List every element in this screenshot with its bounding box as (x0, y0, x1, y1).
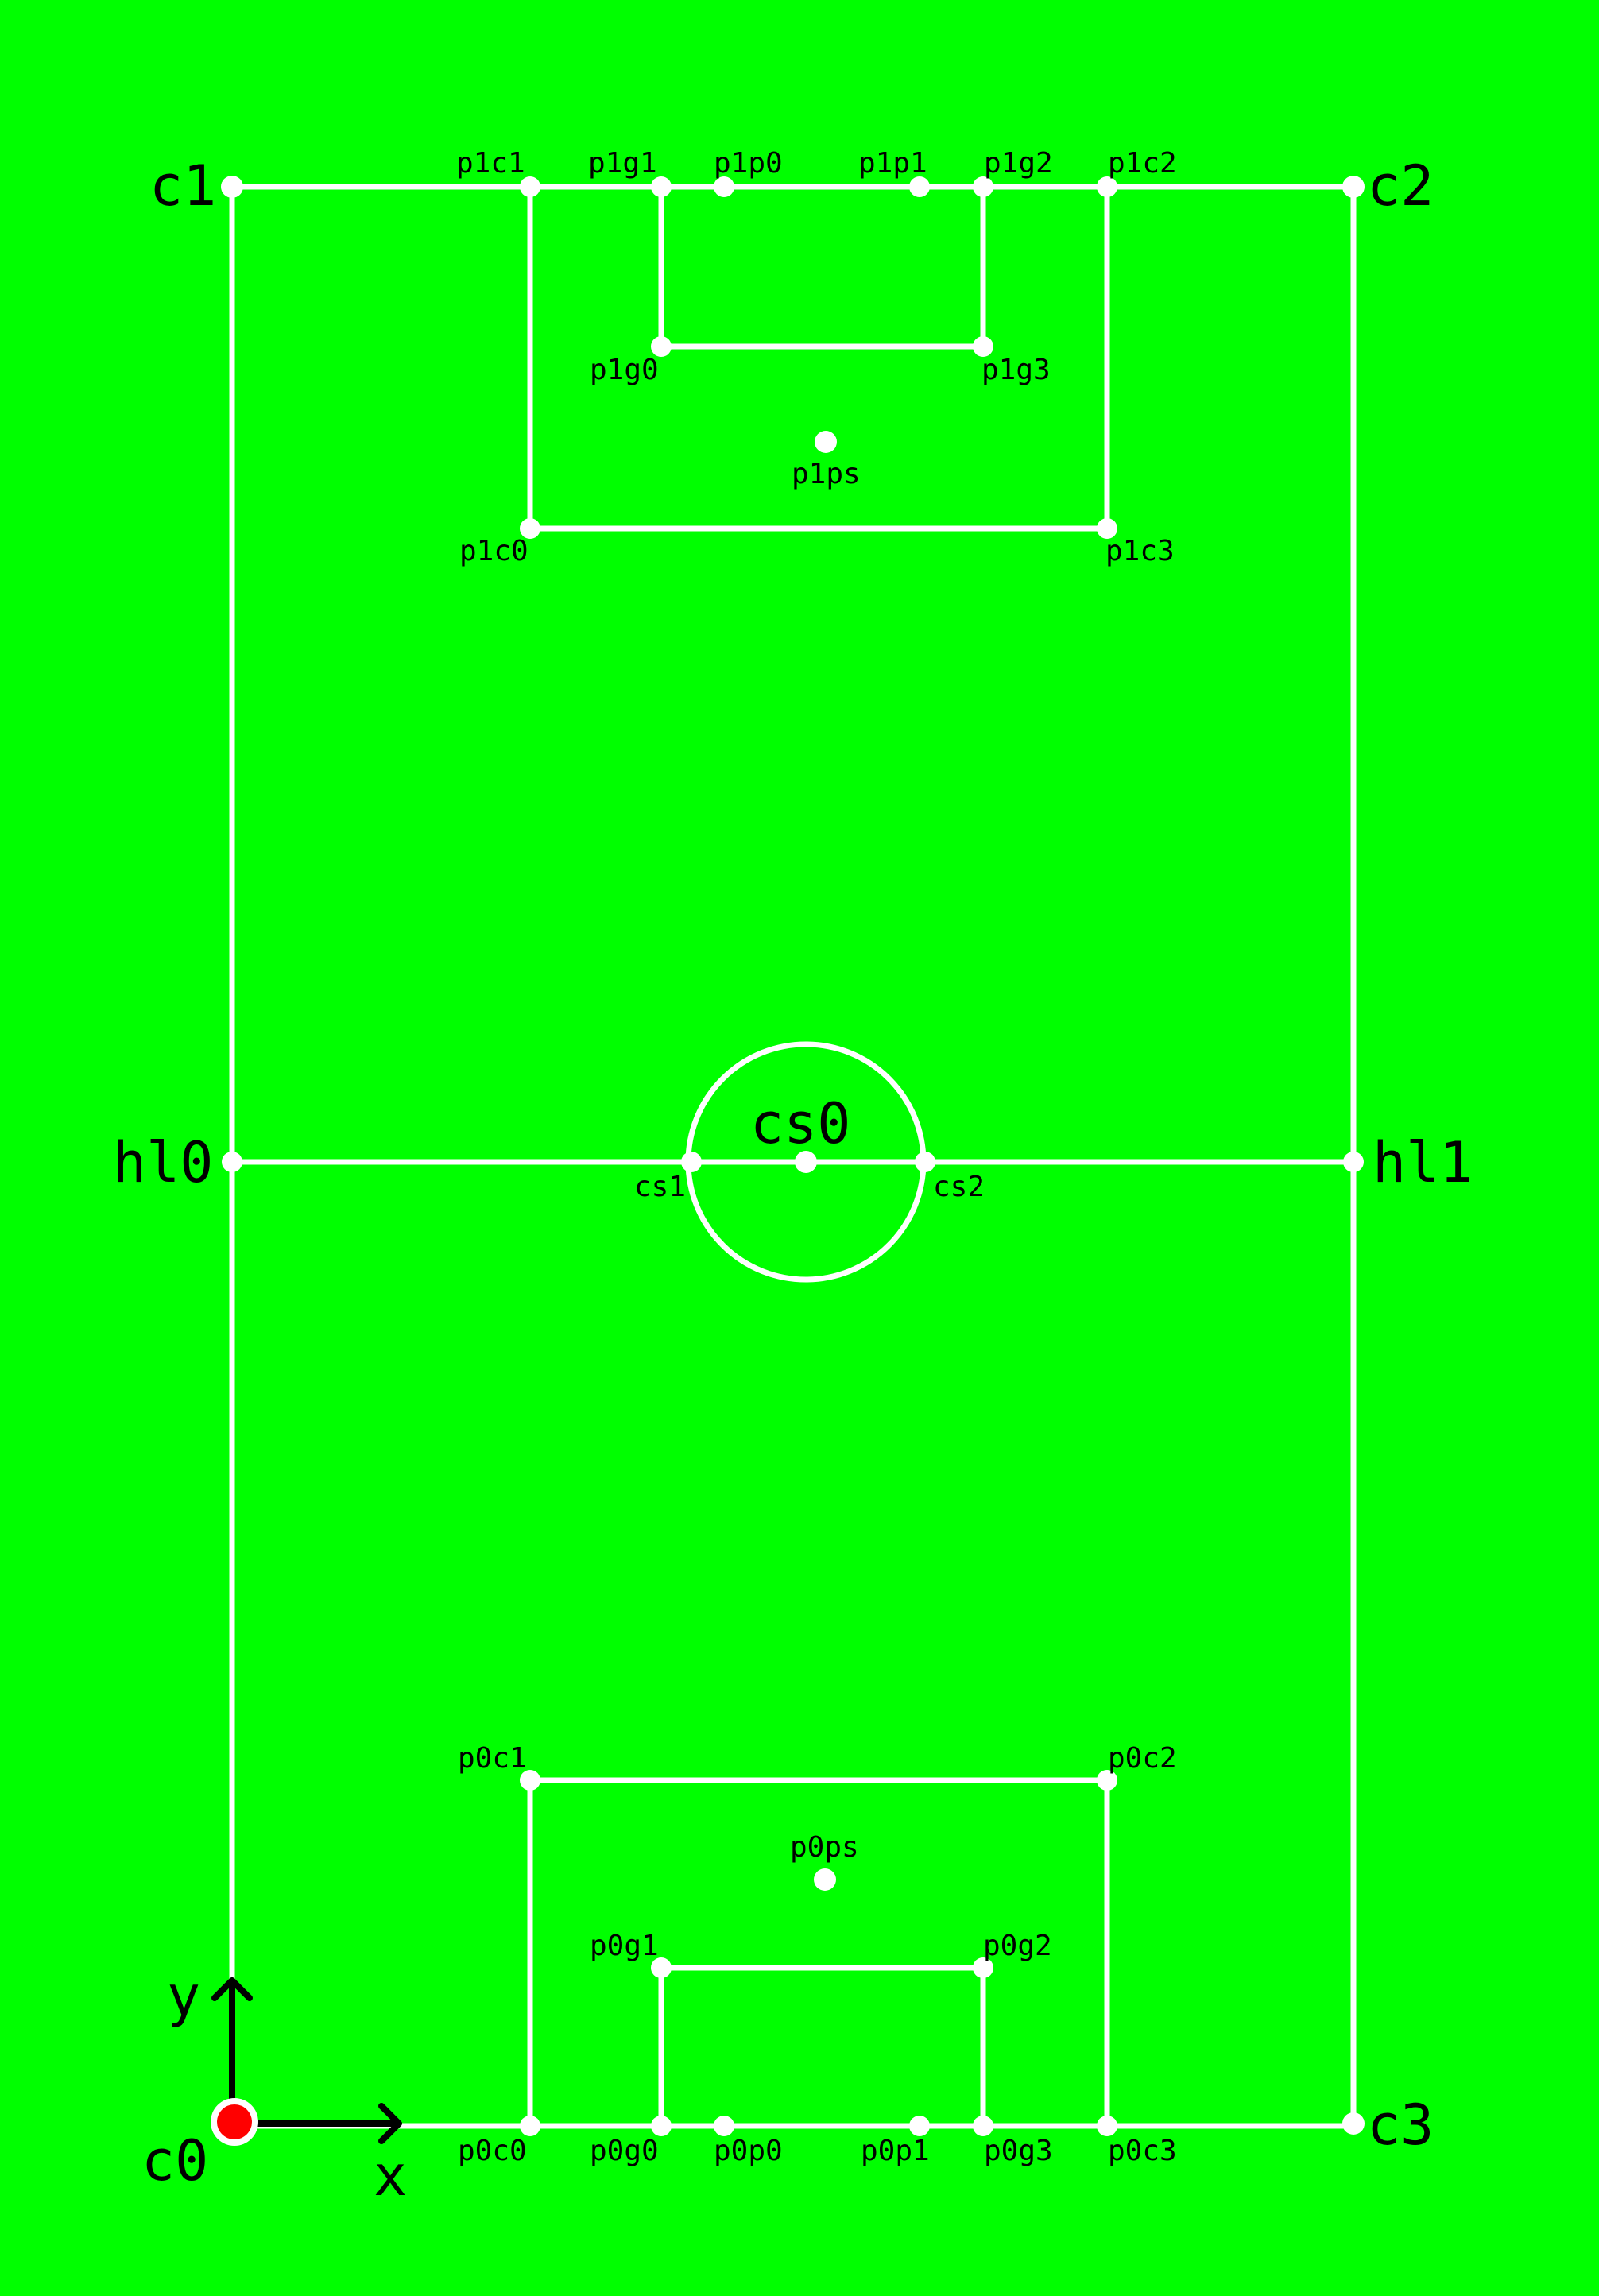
label-c3: c3 (1367, 2093, 1434, 2158)
label-p1g2: p1g2 (984, 147, 1053, 180)
point-p0g1 (651, 1957, 672, 1978)
label-c0: c0 (141, 2128, 208, 2193)
label-p0c1: p0c1 (458, 1742, 527, 1775)
label-p0g2: p0g2 (983, 1930, 1052, 1962)
label-p0c0: p0c0 (458, 2135, 527, 2167)
x-axis-arrow (229, 2103, 402, 2144)
point-cs2 (915, 1152, 935, 1172)
label-p0c2: p0c2 (1108, 1742, 1177, 1775)
point-hl1 (1343, 1152, 1364, 1172)
point-p0g2 (973, 1957, 993, 1978)
label-p0c3: p0c3 (1108, 2135, 1177, 2167)
label-p1g0: p1g0 (590, 354, 659, 386)
point-p0g3 (973, 2116, 993, 2136)
label-p1c3: p1c3 (1105, 535, 1175, 567)
point-p1g2 (973, 176, 993, 197)
label-c2: c2 (1367, 153, 1434, 219)
point-p0c2 (1097, 1770, 1117, 1791)
point-cs1 (681, 1152, 702, 1172)
label-cs2: cs2 (933, 1171, 985, 1203)
label-hl1: hl1 (1373, 1130, 1473, 1195)
point-p1g0 (651, 336, 672, 357)
point-p1p0 (714, 176, 734, 197)
point-c2 (1342, 176, 1365, 198)
label-p0p0: p0p0 (714, 2135, 783, 2167)
bottom-goal-area (658, 1965, 986, 2129)
point-p0p0 (714, 2116, 734, 2136)
label-p1p1: p1p1 (858, 147, 927, 180)
point-p1g1 (651, 176, 672, 197)
label-p0g3: p0g3 (984, 2135, 1053, 2167)
point-p0g0 (651, 2116, 672, 2136)
label-hl0: hl0 (113, 1130, 213, 1195)
label-p1c0: p1c0 (459, 535, 528, 567)
point-p1c1 (520, 176, 540, 197)
origin-marker (217, 2104, 252, 2139)
point-p0c3 (1097, 2116, 1117, 2136)
label-p1g1: p1g1 (588, 147, 657, 180)
label-p1p0: p1p0 (714, 147, 783, 180)
point-p1ps (815, 431, 837, 453)
point-p1g3 (973, 336, 993, 357)
label-cs1: cs1 (634, 1171, 686, 1203)
label-p0ps: p0ps (790, 1831, 859, 1864)
point-p0p1 (909, 2116, 930, 2136)
point-p1c2 (1097, 176, 1117, 197)
point-hl0 (222, 1152, 242, 1172)
point-p0c1 (520, 1770, 540, 1791)
label-p0p1: p0p1 (861, 2135, 930, 2167)
label-c1: c1 (149, 153, 216, 219)
point-p1c0 (520, 518, 540, 539)
label-cs0: cs0 (750, 1091, 850, 1156)
point-p1c3 (1097, 518, 1117, 539)
label-axis-x: x (374, 2143, 407, 2209)
label-p1g3: p1g3 (981, 354, 1051, 386)
point-p1p1 (909, 176, 930, 197)
label-axis-y: y (167, 1964, 200, 2029)
top-goal-area (658, 184, 986, 350)
point-p0ps (814, 1868, 836, 1891)
label-p1ps: p1ps (792, 458, 861, 490)
label-p0g0: p0g0 (590, 2135, 659, 2167)
label-p0g1: p0g1 (590, 1930, 659, 1962)
point-p0c0 (520, 2116, 540, 2136)
label-p1c2: p1c2 (1108, 147, 1177, 180)
label-p1c1: p1c1 (456, 147, 525, 180)
point-cs0 (795, 1151, 817, 1173)
point-c1 (221, 176, 243, 198)
point-c3 (1342, 2112, 1365, 2135)
